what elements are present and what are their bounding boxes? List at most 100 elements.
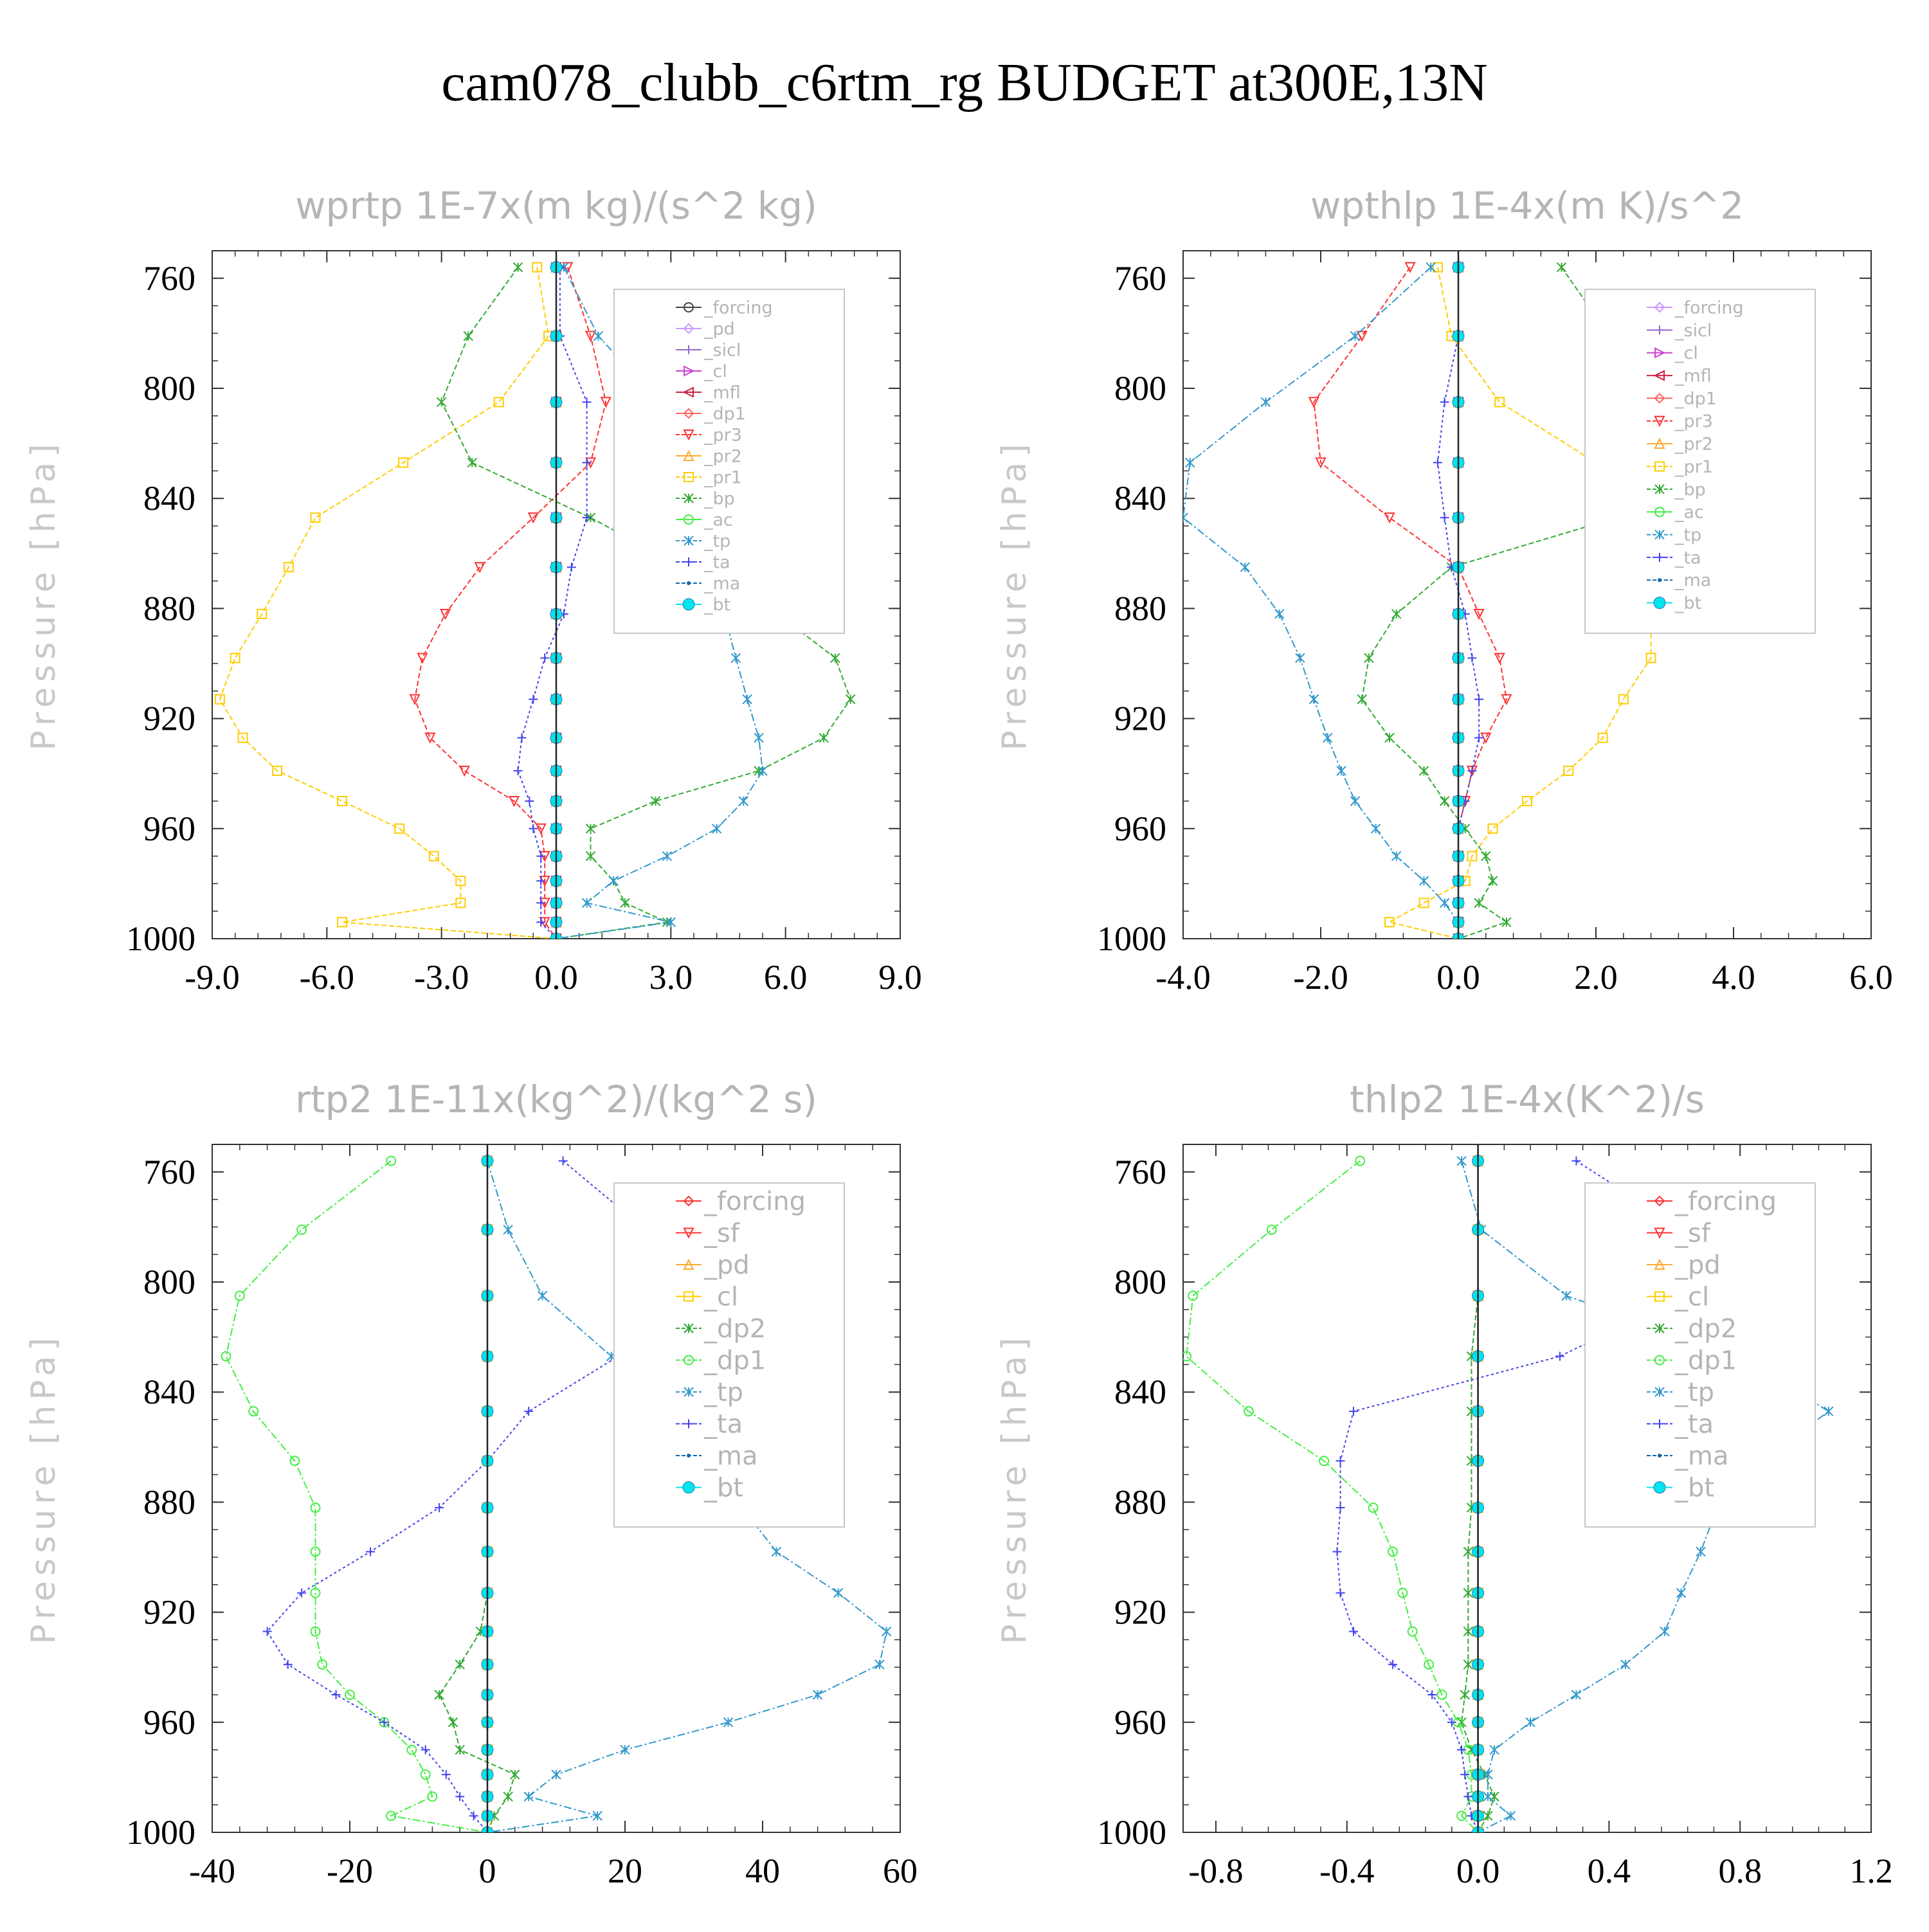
x-tick-label: 3.0 bbox=[649, 958, 693, 997]
data-point bbox=[1571, 1690, 1582, 1700]
legend-item: _ma bbox=[676, 1441, 757, 1471]
data-point bbox=[874, 1659, 885, 1670]
legend: _forcing _sicl_cl _mfl _dp1_pr3 _pr2_pr1 _bp _… bbox=[1584, 289, 1816, 634]
y-tick-label: 800 bbox=[143, 369, 195, 408]
legend-item: _dp1 bbox=[1647, 1346, 1737, 1376]
legend-marker bbox=[683, 429, 694, 441]
legend-item: _forcing bbox=[676, 298, 773, 318]
data-point bbox=[1336, 766, 1346, 776]
data-point bbox=[262, 1627, 272, 1636]
x-tick-label: -40 bbox=[189, 1852, 235, 1890]
data-point bbox=[417, 653, 428, 664]
data-point bbox=[1183, 512, 1188, 523]
data-point bbox=[421, 1745, 430, 1755]
data-point bbox=[1467, 653, 1477, 663]
data-point bbox=[1489, 1744, 1499, 1755]
x-tick-label: 1.2 bbox=[1849, 1852, 1893, 1890]
data-point bbox=[523, 1791, 534, 1802]
data-point bbox=[585, 851, 596, 862]
series-line bbox=[517, 267, 588, 939]
legend-item: _bt bbox=[1647, 593, 1701, 613]
data-point bbox=[1597, 732, 1608, 743]
data-point bbox=[1336, 1588, 1345, 1598]
data-point bbox=[1474, 898, 1484, 908]
legend-label: _pr2 bbox=[1674, 435, 1713, 455]
x-tick-label: 9.0 bbox=[878, 958, 922, 997]
data-point bbox=[738, 796, 748, 806]
data-point bbox=[1418, 898, 1429, 908]
x-tick-label: 60 bbox=[883, 1852, 918, 1890]
data-point bbox=[1391, 851, 1402, 862]
legend-item: _ta bbox=[676, 552, 730, 572]
legend-item: _bt bbox=[676, 1474, 743, 1503]
chart-panel-2: wpthlp 1E-4x(m K)/s^2 Pressure [hPa] 760 80… bbox=[995, 184, 1893, 997]
data-point bbox=[1427, 1690, 1437, 1699]
legend-marker bbox=[1654, 302, 1665, 313]
series-line bbox=[414, 267, 607, 939]
plot-area bbox=[1183, 251, 1773, 939]
x-tick-label: -6.0 bbox=[300, 958, 354, 997]
legend-box bbox=[613, 1182, 845, 1528]
data-point bbox=[1348, 1627, 1358, 1636]
data-point bbox=[1243, 1406, 1254, 1417]
data-point bbox=[1483, 1769, 1493, 1780]
legend-marker bbox=[687, 581, 691, 585]
data-point bbox=[582, 513, 592, 523]
data-point bbox=[620, 898, 630, 908]
data-point bbox=[1571, 1156, 1581, 1166]
y-tick-label: 800 bbox=[1114, 1263, 1166, 1301]
legend-label: _cl bbox=[1674, 1283, 1709, 1312]
legend-label: _pr3 bbox=[1674, 411, 1713, 431]
legend-item: _cl bbox=[676, 1283, 738, 1312]
data-point bbox=[524, 1407, 534, 1416]
data-point bbox=[508, 796, 520, 808]
data-point bbox=[1357, 694, 1367, 705]
legend-marker bbox=[684, 1355, 694, 1366]
legend-label: _sicl bbox=[1674, 321, 1712, 341]
legend-label: _dp2 bbox=[1674, 1314, 1737, 1344]
data-point bbox=[1332, 1547, 1342, 1557]
data-point bbox=[1315, 457, 1327, 469]
data-point bbox=[493, 397, 504, 408]
data-point bbox=[1618, 694, 1629, 705]
series-line bbox=[1183, 266, 1459, 939]
legend-item: _ta bbox=[1647, 548, 1701, 568]
legend-item: _bt bbox=[1647, 1474, 1714, 1503]
y-tick-label: 920 bbox=[143, 700, 195, 738]
y-tick-label: 880 bbox=[1114, 1483, 1166, 1521]
y-tick-label: 920 bbox=[1114, 1593, 1166, 1632]
legend-marker bbox=[683, 1195, 694, 1207]
data-point bbox=[1563, 765, 1574, 776]
legend-item: _ma bbox=[1647, 571, 1711, 591]
legend-label: _ta bbox=[703, 552, 730, 572]
legend-item: _ma bbox=[676, 573, 740, 593]
data-point bbox=[463, 330, 473, 341]
data-point bbox=[592, 1810, 602, 1821]
data-point bbox=[662, 851, 673, 862]
legend-label: _pr2 bbox=[703, 446, 742, 466]
legend-label: _bt bbox=[1674, 593, 1701, 613]
data-point bbox=[666, 917, 676, 928]
data-point bbox=[1460, 1770, 1470, 1780]
data-point bbox=[297, 1588, 307, 1598]
legend-item: _cl bbox=[1647, 343, 1698, 363]
data-point bbox=[1494, 653, 1505, 664]
series-tp bbox=[1183, 262, 1463, 939]
data-point bbox=[1350, 796, 1361, 806]
data-point bbox=[424, 732, 436, 744]
x-tick-label: 0.4 bbox=[1588, 1852, 1631, 1890]
chart-panel-4: thlp2 1E-4x(K^2)/s Pressure [hPa] 760 800 84… bbox=[995, 1078, 1893, 1890]
data-point bbox=[409, 694, 421, 705]
data-point bbox=[1424, 1659, 1435, 1670]
data-point bbox=[428, 851, 439, 862]
legend-label: _dp1 bbox=[703, 404, 746, 424]
data-point bbox=[1457, 1745, 1467, 1755]
data-point bbox=[1384, 732, 1395, 743]
data-point bbox=[214, 694, 225, 705]
legend-item: _cl bbox=[676, 361, 727, 381]
y-tick-label: 760 bbox=[143, 1153, 195, 1191]
data-point bbox=[517, 733, 527, 743]
y-tick-label: 960 bbox=[143, 1703, 195, 1742]
x-tick-label: 0 bbox=[479, 1852, 496, 1890]
series-pr1 bbox=[214, 262, 561, 939]
